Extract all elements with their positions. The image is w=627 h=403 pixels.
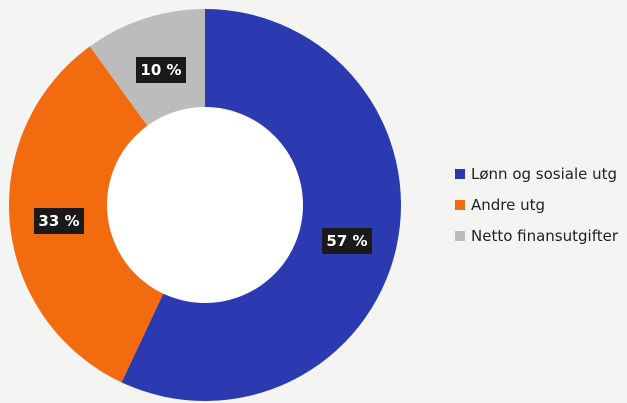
legend-swatch xyxy=(455,230,465,241)
donut-hole xyxy=(107,107,303,303)
legend-item-2: Andre utg xyxy=(455,193,618,216)
donut-chart: 57 % 33 % 10 % xyxy=(8,9,401,401)
data-label-text: 10 % xyxy=(140,61,181,79)
legend: Lønn og sosiale utg Andre utg Netto finans… xyxy=(455,162,618,255)
legend-swatch xyxy=(455,199,465,210)
legend-label: Lønn og sosiale utg xyxy=(471,164,618,183)
data-label-box xyxy=(322,228,372,254)
data-label-text: 57 % xyxy=(326,232,367,250)
legend-label: Netto finansutgifter xyxy=(471,226,618,245)
data-label-text: 33 % xyxy=(38,212,79,230)
legend-swatch xyxy=(455,168,465,179)
data-label-box xyxy=(34,208,84,234)
data-label-1: 57 % xyxy=(322,228,372,254)
data-label-box xyxy=(136,57,186,83)
slice-2 xyxy=(8,46,205,383)
legend-label: Andre utg xyxy=(471,195,546,214)
data-label-2: 33 % xyxy=(34,208,84,234)
legend-item-1: Lønn og sosiale utg xyxy=(455,162,618,185)
legend-item-3: Netto finansutgifter xyxy=(455,224,618,247)
data-labels: 57 % 33 % 10 % xyxy=(34,57,372,254)
data-label-3: 10 % xyxy=(136,57,186,83)
